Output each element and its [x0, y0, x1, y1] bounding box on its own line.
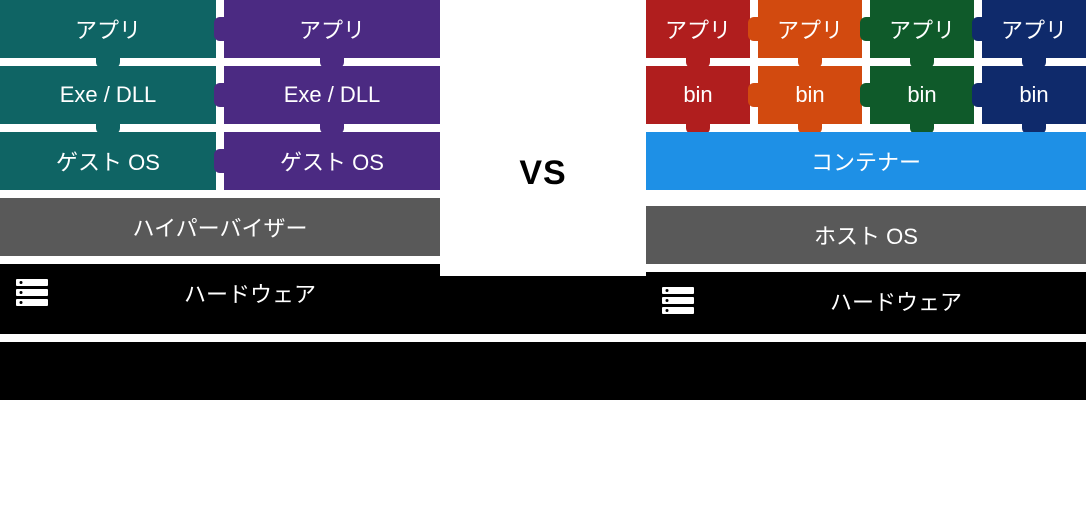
vm-hardware-label: ハードウェア — [60, 277, 440, 309]
vm-caption: Virtual Machines — [0, 346, 440, 380]
ct-bin-row: bin bin bin bin — [646, 66, 1086, 124]
vm-os-row: ゲスト OS ゲスト OS — [0, 132, 440, 190]
vm-hardware-layer: ハードウェア — [0, 264, 440, 322]
vm-app-row: アプリ アプリ — [0, 0, 440, 58]
vm-os-1: ゲスト OS — [0, 132, 216, 190]
vm-app-1: アプリ — [0, 0, 216, 58]
container-side: アプリ アプリ アプリ アプリ bin bin bin bin コンテナー ホス… — [646, 0, 1086, 398]
ct-app-row: アプリ アプリ アプリ アプリ — [646, 0, 1086, 58]
ct-app-3: アプリ — [870, 0, 974, 58]
hypervisor-layer: ハイパーバイザー — [0, 198, 440, 256]
ct-app-1: アプリ — [646, 0, 750, 58]
ct-app-2: アプリ — [758, 0, 862, 58]
vs-badge: VS — [504, 144, 582, 202]
vm-side: アプリ アプリ Exe / DLL Exe / DLL ゲスト OS ゲスト O… — [0, 0, 440, 398]
ct-bin-2: bin — [758, 66, 862, 124]
vm-vs-container-diagram: アプリ アプリ Exe / DLL Exe / DLL ゲスト OS ゲスト O… — [0, 0, 1086, 398]
ct-bin-3: bin — [870, 66, 974, 124]
ct-bin-1: bin — [646, 66, 750, 124]
vm-app-2: アプリ — [224, 0, 440, 58]
ct-caption: コンテナー — [646, 354, 1086, 398]
ct-bin-4: bin — [982, 66, 1086, 124]
ct-hardware-layer: ハードウェア — [646, 272, 1086, 330]
container-engine-layer: コンテナー — [646, 132, 1086, 190]
vm-lib-1: Exe / DLL — [0, 66, 216, 124]
server-icon — [658, 281, 698, 321]
ct-hardware-label: ハードウェア — [706, 285, 1086, 317]
ct-app-4: アプリ — [982, 0, 1086, 58]
host-os-layer: ホスト OS — [646, 206, 1086, 264]
server-icon — [12, 273, 52, 313]
vm-os-2: ゲスト OS — [224, 132, 440, 190]
vm-lib-row: Exe / DLL Exe / DLL — [0, 66, 440, 124]
vm-lib-2: Exe / DLL — [224, 66, 440, 124]
